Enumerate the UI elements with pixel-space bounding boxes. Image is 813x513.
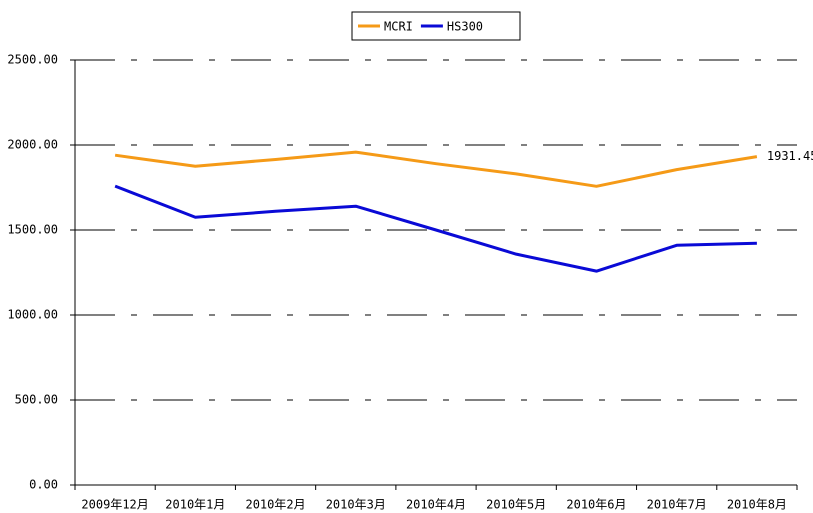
legend-label: MCRI <box>384 20 413 34</box>
series-line <box>114 150 758 188</box>
y-tick-label: 2500.00 <box>7 53 58 67</box>
x-tick-label: 2010年3月 <box>326 498 386 512</box>
data-label: 1931.45 <box>767 149 813 163</box>
y-tick-label: 0.00 <box>29 478 58 492</box>
y-tick-label: 500.00 <box>15 393 58 407</box>
x-tick-label: 2010年1月 <box>165 498 225 512</box>
x-tick-label: 2010年6月 <box>566 498 626 512</box>
series-line <box>114 184 757 273</box>
x-tick-label: 2010年5月 <box>486 498 546 512</box>
y-tick-label: 1000.00 <box>7 308 58 322</box>
x-tick-label: 2010年2月 <box>245 498 305 512</box>
y-tick-label: 1500.00 <box>7 223 58 237</box>
x-tick-label: 2010年4月 <box>406 498 466 512</box>
x-tick-label: 2010年8月 <box>727 498 787 512</box>
y-tick-label: 2000.00 <box>7 138 58 152</box>
x-tick-label: 2009年12月 <box>81 498 148 512</box>
legend-label: HS300 <box>447 20 483 34</box>
x-tick-label: 2010年7月 <box>647 498 707 512</box>
